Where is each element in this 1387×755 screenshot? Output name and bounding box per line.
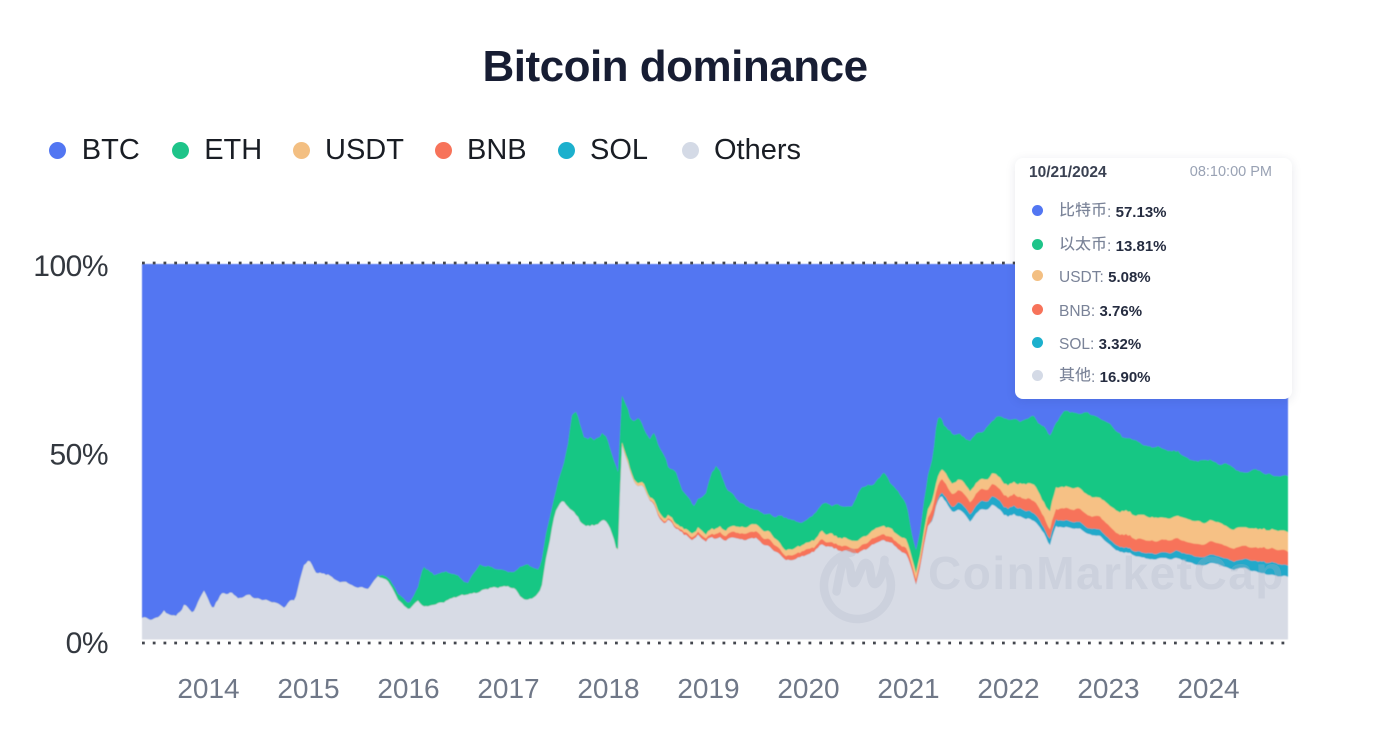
svg-text:2016: 2016 [377,673,439,704]
svg-text:2017: 2017 [477,673,539,704]
svg-text:0%: 0% [66,627,108,660]
svg-text:100%: 100% [33,250,108,283]
svg-text:2020: 2020 [777,673,839,704]
svg-text:2014: 2014 [177,673,239,704]
svg-text:2018: 2018 [577,673,639,704]
svg-text:2023: 2023 [1077,673,1139,704]
svg-text:50%: 50% [49,439,108,472]
svg-text:2024: 2024 [1177,673,1239,704]
svg-text:2021: 2021 [877,673,939,704]
svg-text:2019: 2019 [677,673,739,704]
svg-text:CoinMarketCap: CoinMarketCap [928,547,1285,599]
svg-text:2022: 2022 [977,673,1039,704]
svg-text:2015: 2015 [277,673,339,704]
